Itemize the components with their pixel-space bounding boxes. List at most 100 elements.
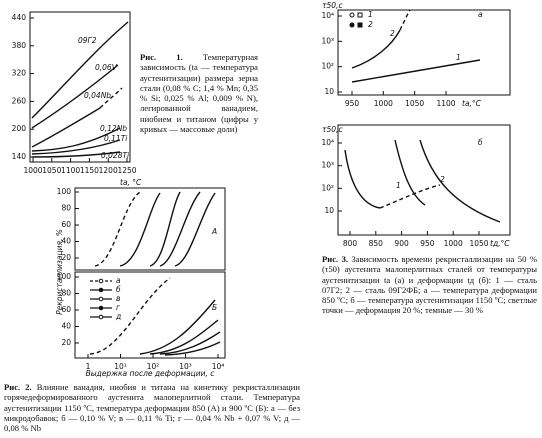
y-tick-label: 10⁴	[321, 11, 334, 20]
y-axis-label: τ50,с	[322, 125, 343, 134]
y-tick-label: 80	[61, 204, 71, 213]
y-tick-label: 20	[61, 338, 71, 347]
curve	[119, 192, 161, 267]
legend-marker	[98, 278, 104, 284]
x-tick-label: 950	[345, 99, 360, 108]
legend-marker	[349, 12, 355, 18]
curve-label: 0,04Nb	[84, 91, 111, 100]
curve-label: 0,06V	[95, 63, 118, 72]
fig3-bottom-frame	[337, 124, 511, 236]
panel-letter: б	[478, 138, 483, 147]
x-tick-label: 1100	[61, 166, 80, 175]
x-tick-label: 10⁴	[212, 362, 225, 371]
curve	[149, 319, 219, 355]
curve	[31, 151, 121, 158]
curve	[379, 184, 441, 209]
y-tick-label: 40	[61, 322, 71, 331]
curve	[159, 191, 201, 267]
x-tick-label: 1150	[80, 166, 99, 175]
fig3-caption: Рис. 3. Зависимость времени рекристаллиз…	[322, 254, 537, 316]
y-tick-label: 200	[12, 124, 27, 133]
y-tick-label: 10³	[321, 161, 334, 170]
curve-label: 0,12Nb	[100, 124, 127, 133]
caption-label: Рис. 1.	[140, 52, 183, 62]
x-tick-label: 850	[369, 239, 384, 248]
caption-text: Влияние ванадия, ниобия и титана на кине…	[4, 382, 300, 434]
curve	[351, 59, 481, 83]
fig1-frame	[29, 11, 131, 163]
curve-label: 0,028Ti	[101, 151, 130, 160]
x-tick-label: 1000	[23, 166, 42, 175]
x-tick-label: 1050	[42, 166, 61, 175]
curve	[149, 191, 181, 267]
y-tick-label: 440	[12, 13, 27, 22]
legend-label: б	[116, 285, 121, 294]
legend-marker	[357, 22, 363, 28]
curve	[31, 139, 121, 155]
y-tick-label: 380	[12, 41, 27, 50]
x-tick-label: 1100	[436, 99, 455, 108]
x-tick-label: 1050	[469, 239, 488, 248]
fig2-top-frame	[74, 187, 226, 271]
x-tick-label: 1200	[99, 166, 118, 175]
curve-label: 1	[456, 53, 461, 62]
x-axis-label: tа, °C	[120, 178, 142, 187]
y-tick-label: 100	[57, 187, 72, 196]
fig2-bottom-frame	[74, 271, 226, 359]
caption-label: Рис. 3.	[322, 254, 349, 264]
x-tick-label: 900	[394, 239, 409, 248]
x-axis-label: tа,°C	[462, 99, 482, 108]
curve	[31, 21, 129, 119]
legend-label: г	[116, 303, 120, 312]
x-axis-label: tд,°C	[490, 239, 510, 248]
x-tick-label: 950	[420, 239, 435, 248]
curve	[394, 139, 426, 206]
legend-marker	[98, 305, 104, 311]
curve-label: 09Г2	[78, 36, 97, 45]
curve	[31, 107, 101, 148]
legend-label: в	[116, 294, 120, 303]
legend-label: 2	[368, 20, 373, 29]
y-tick-label: 60	[61, 305, 71, 314]
y-tick-label: 60	[61, 220, 71, 229]
legend-marker	[98, 296, 104, 302]
y-tick-label: 40	[61, 237, 71, 246]
curve	[419, 139, 501, 223]
y-tick-label: 10⁴	[321, 138, 334, 147]
curve	[164, 341, 221, 356]
x-tick-label: 1000	[374, 99, 393, 108]
y-tick-label: 140	[12, 152, 27, 161]
y-axis-label: τ50,с	[322, 1, 343, 10]
x-tick-label: 1250	[117, 166, 136, 175]
x-tick-label: 1000	[444, 239, 463, 248]
y-tick-label: 10²	[321, 62, 334, 71]
y-tick-label: 10	[324, 206, 334, 215]
y-tick-label: 10³	[321, 36, 334, 45]
legend-label: а	[116, 276, 121, 285]
y-tick-label: 320	[12, 69, 27, 78]
y-tick-label: 80	[61, 289, 71, 298]
fig3-top-frame	[337, 9, 511, 96]
legend-marker	[98, 287, 104, 293]
x-tick-label: 10²	[147, 362, 160, 371]
x-tick-label: 10¹	[114, 362, 127, 371]
y-axis-label: Рекристаллизация, %	[55, 229, 64, 315]
curve	[139, 299, 216, 355]
y-tick-label: 260	[12, 96, 27, 105]
fig1-caption: Рис. 1. Температурная зависимость (tа — …	[140, 52, 258, 134]
curve	[399, 9, 411, 31]
curve-label: 0,11Ti	[104, 134, 128, 143]
caption-text: Зависимость времени рекристаллизации на …	[322, 254, 537, 316]
x-tick-label: 1	[86, 362, 91, 371]
curve	[351, 29, 401, 69]
curve-label: 2	[440, 175, 445, 184]
curve	[344, 149, 381, 209]
caption-text: Температурная зависимость (tа — температ…	[140, 52, 258, 135]
curve	[174, 192, 216, 267]
y-tick-label: 10²	[321, 183, 334, 192]
curve	[159, 331, 221, 355]
curve	[31, 64, 119, 129]
legend-label: д	[115, 312, 121, 321]
